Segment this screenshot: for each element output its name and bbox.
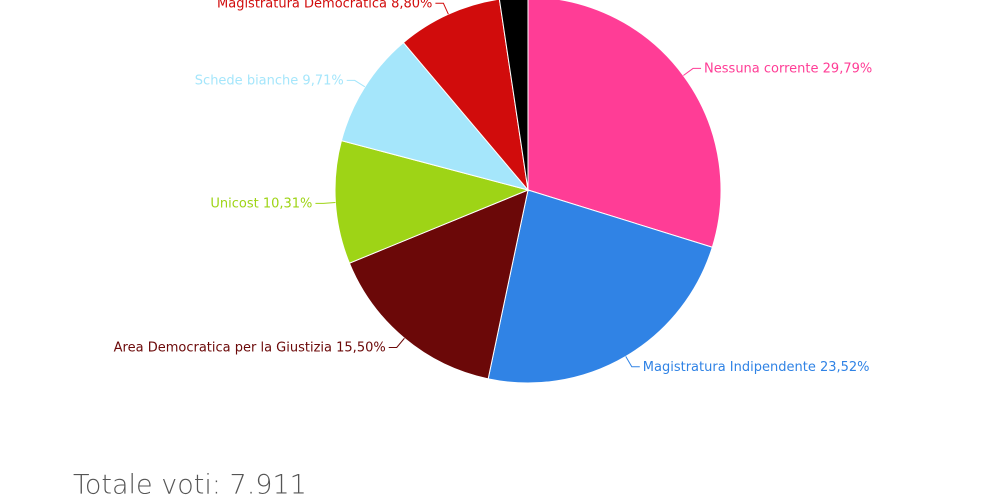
footnote: Totale voti: 7.911	[73, 470, 307, 500]
slice-label: Schede bianche 9,71%	[195, 73, 344, 88]
slice-name: Area Democratica per la Giustizia	[114, 340, 332, 355]
label-connector	[315, 202, 336, 204]
label-connector	[625, 356, 640, 368]
slice-value: 8,80%	[391, 0, 432, 11]
slice-name: Nessuna corrente	[704, 61, 818, 76]
slice-label: Magistratura Indipendente 23,52%	[643, 359, 870, 374]
slice-label: Magistratura Democratica 8,80%	[217, 0, 432, 11]
pie-slice	[487, 189, 713, 384]
slice-label: Unicost 10,31%	[210, 196, 312, 211]
pie-slice	[340, 41, 530, 191]
slice-value: 9,71%	[302, 73, 343, 88]
slice-value: 10,31%	[263, 196, 313, 211]
pie-slice	[402, 0, 529, 192]
pie-slice	[348, 189, 529, 380]
label-connector	[388, 337, 405, 348]
label-connector	[346, 79, 366, 88]
label-connector	[683, 67, 702, 76]
pie-slice	[498, 0, 529, 191]
slice-value: 15,50%	[336, 340, 386, 355]
slice-name: Magistratura Indipendente	[643, 359, 816, 374]
slice-name: Unicost	[210, 196, 258, 211]
slice-name: Magistratura Democratica	[217, 0, 387, 11]
pie-slice	[334, 139, 530, 264]
slice-value: 23,52%	[820, 359, 870, 374]
label-connector	[435, 2, 449, 15]
slice-label: Area Democratica per la Giustizia 15,50%	[114, 340, 386, 355]
slice-value: 29,79%	[823, 61, 873, 76]
slice-label: Nessuna corrente 29,79%	[704, 61, 872, 76]
slice-name: Schede bianche	[195, 73, 298, 88]
